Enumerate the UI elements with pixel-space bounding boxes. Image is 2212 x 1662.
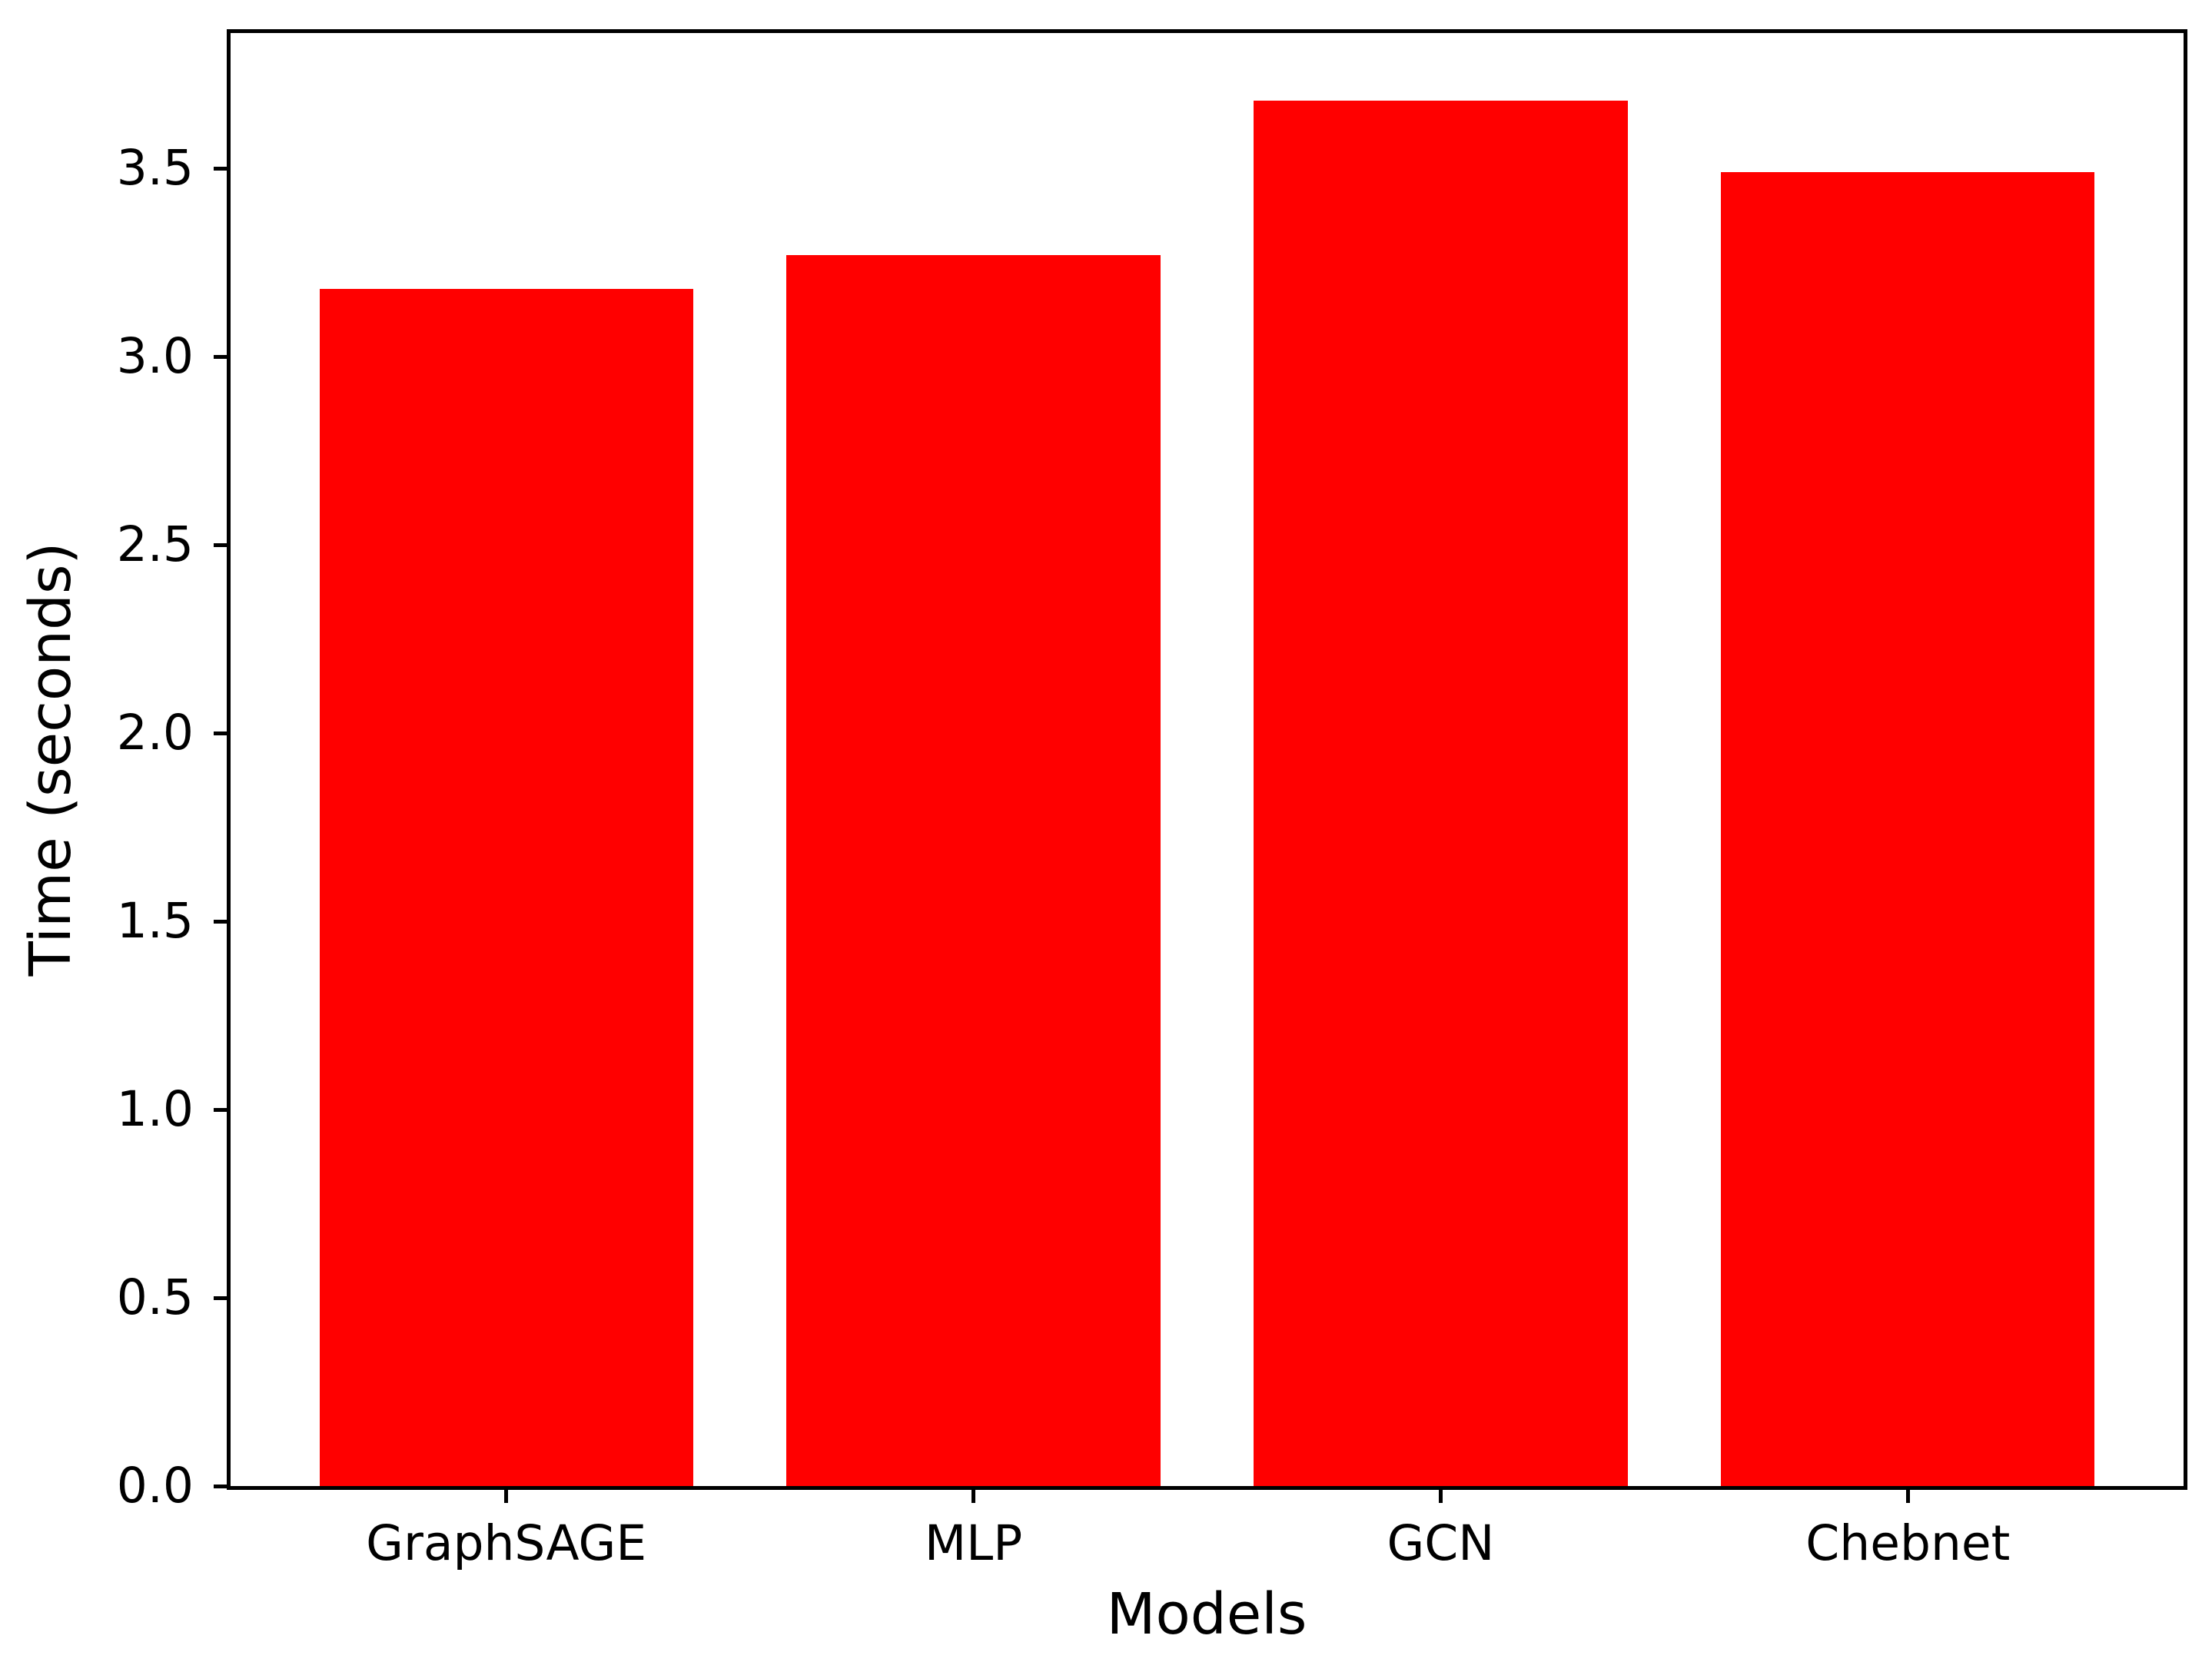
x-tick-label-mlp: MLP [924,1515,1023,1571]
y-tick-mark-2.0 [214,731,231,735]
x-tick-mark-chebnet [1905,1486,1910,1503]
y-tick-mark-3.5 [214,166,231,171]
y-tick-label-1.5: 1.5 [116,893,194,950]
y-tick-label-1.0: 1.0 [116,1081,194,1138]
y-tick-label-2.5: 2.5 [116,516,194,573]
y-tick-label-3.0: 3.0 [116,328,194,385]
y-tick-mark-0.0 [214,1484,231,1488]
x-tick-mark-mlp [971,1486,976,1503]
x-tick-label-chebnet: Chebnet [1805,1515,2011,1571]
bar-gcn [1254,101,1628,1486]
y-tick-mark-0.5 [214,1295,231,1300]
y-tick-mark-1.5 [214,919,231,924]
x-tick-label-gcn: GCN [1387,1515,1495,1571]
bar-graphsage [319,289,693,1486]
bar-chebnet [1721,172,2095,1486]
x-tick-mark-gcn [1438,1486,1443,1503]
y-tick-label-3.5: 3.5 [116,140,194,197]
y-tick-label-2.0: 2.0 [116,705,194,761]
bar-mlp [786,255,1161,1486]
x-axis-label: Models [1106,1581,1307,1647]
x-tick-label-graphsage: GraphSAGE [366,1515,647,1571]
y-tick-mark-2.5 [214,542,231,547]
y-tick-label-0.5: 0.5 [116,1269,194,1326]
y-tick-label-0.0: 0.0 [116,1458,194,1514]
y-tick-mark-1.0 [214,1107,231,1112]
plot-area [227,29,2187,1490]
y-tick-mark-3.0 [214,354,231,359]
x-tick-mark-graphsage [504,1486,509,1503]
